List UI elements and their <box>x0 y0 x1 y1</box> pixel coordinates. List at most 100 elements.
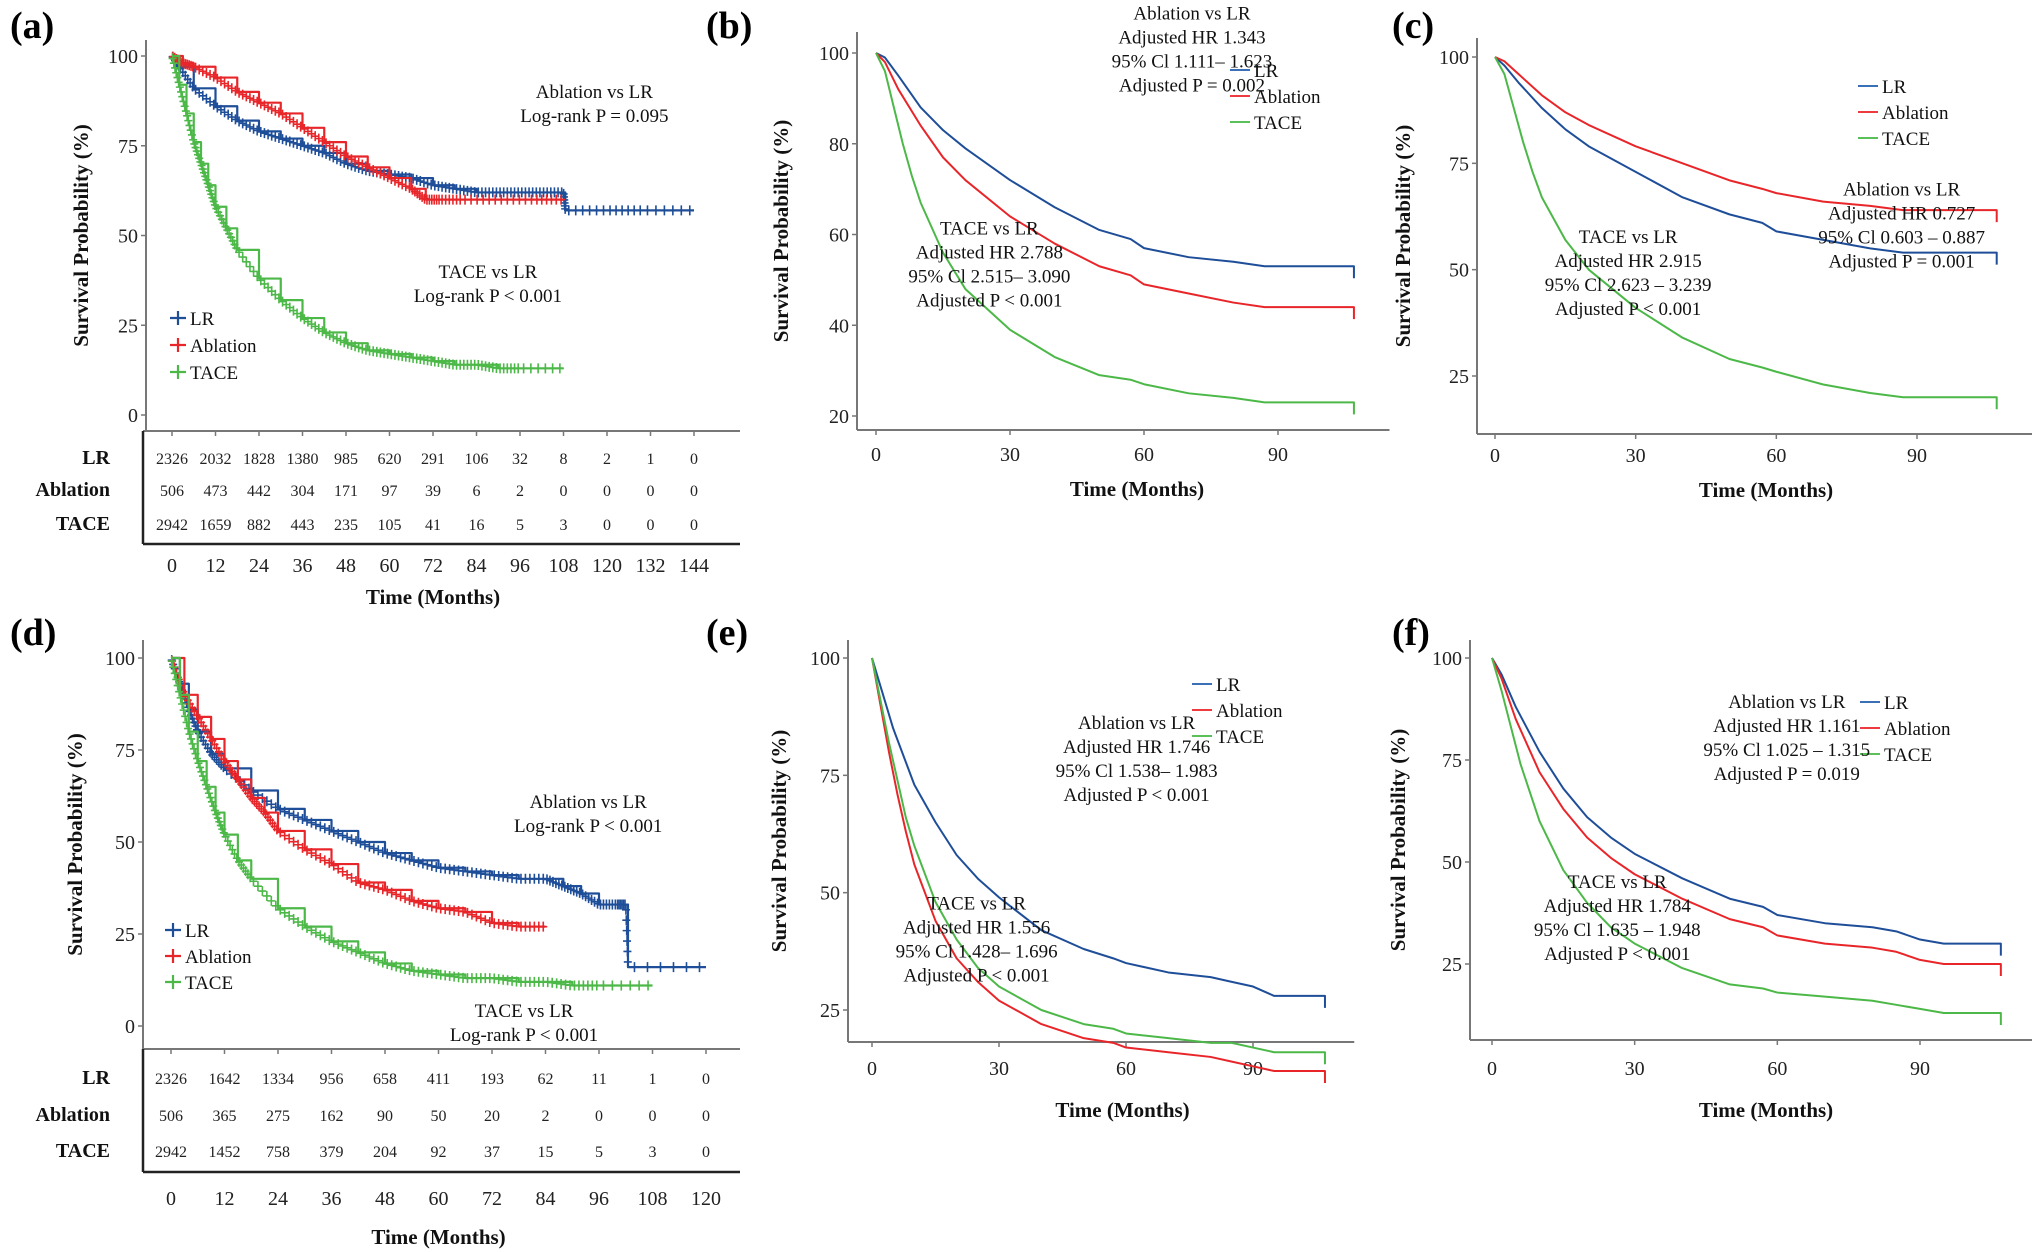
censor-mark <box>644 980 653 991</box>
censor-mark <box>401 963 410 974</box>
risk-cell: 0 <box>603 483 611 500</box>
censor-mark <box>325 140 334 151</box>
censor-mark <box>271 131 280 142</box>
censor-mark <box>253 96 262 107</box>
censor-mark <box>285 136 294 147</box>
risk-cell: 1642 <box>209 1071 241 1088</box>
y-tick-label: 100 <box>1432 648 1462 670</box>
censor-mark <box>372 166 381 177</box>
censor-mark <box>302 815 311 826</box>
y-tick-label: 75 <box>1449 153 1469 175</box>
censor-mark <box>380 170 389 181</box>
censor-mark <box>249 876 258 887</box>
censor-marks-ablation <box>168 51 566 205</box>
series-line-tace <box>172 54 564 370</box>
censor-mark <box>387 960 396 971</box>
censor-mark <box>585 205 594 216</box>
x-tick-label: 120 <box>691 1188 721 1210</box>
risk-cell: 2 <box>542 1108 550 1125</box>
annotation-first: Ablation vs LR Adjusted HR 1.343 95% Cl 1.… <box>1112 4 1273 97</box>
censor-mark <box>635 980 644 991</box>
risk-cell: 106 <box>465 451 489 468</box>
censor-mark <box>378 957 387 968</box>
censor-mark <box>203 783 212 794</box>
censor-mark <box>623 936 632 947</box>
censor-mark <box>176 692 185 703</box>
censor-mark <box>209 801 218 812</box>
x-tick-label: 30 <box>1000 444 1020 466</box>
censor-mark <box>401 181 410 192</box>
censor-mark <box>636 205 645 216</box>
censor-mark <box>351 156 360 167</box>
censor-mark <box>677 205 686 216</box>
series-line-ablation <box>171 656 546 928</box>
censor-mark <box>329 331 338 342</box>
censor-mark <box>320 932 329 943</box>
censor-mark <box>256 98 265 109</box>
censor-marks-ablation <box>168 656 548 932</box>
censor-mark <box>392 851 401 862</box>
censor-mark <box>343 152 352 163</box>
censor-mark <box>369 843 378 854</box>
censor-mark <box>245 93 254 104</box>
censor-mark <box>289 137 298 148</box>
censor-mark <box>329 937 338 948</box>
x-tick-label: 90 <box>1243 1058 1263 1080</box>
y-axis-label: Survival Probability (%) <box>769 120 793 342</box>
censor-mark <box>280 907 289 918</box>
censor-mark <box>189 134 198 145</box>
censor-mark <box>260 128 269 139</box>
annotation-line: Ablation vs LR <box>1133 4 1250 25</box>
risk-cell: 442 <box>247 483 271 500</box>
censor-mark <box>245 261 254 272</box>
censor-mark <box>197 766 206 777</box>
legend-marker-tace <box>165 975 181 989</box>
risk-cell: 620 <box>378 451 402 468</box>
annotation-line: 95% Cl 1.635 – 1.948 <box>1534 920 1701 941</box>
censor-mark <box>195 64 204 75</box>
x-tick-label: 60 <box>1116 1058 1136 1080</box>
series-line-ablation <box>871 657 1326 1084</box>
censor-mark <box>343 869 352 880</box>
risk-cell: 956 <box>320 1071 344 1088</box>
annotation-line: Log-rank P < 0.001 <box>450 1025 598 1046</box>
censor-mark <box>285 808 294 819</box>
x-tick-label: 0 <box>1487 1058 1497 1080</box>
censor-mark <box>325 857 334 868</box>
series-line-tace <box>171 656 653 987</box>
annotation-first: Ablation vs LR Adjusted HR 1.746 95% Cl 1.… <box>1056 713 1218 806</box>
censor-mark <box>396 852 405 863</box>
risk-cell: 5 <box>516 517 524 534</box>
censor-mark <box>296 140 305 151</box>
y-tick-label: 0 <box>125 1016 135 1038</box>
annotation-first: Ablation vs LR Adjusted HR 1.161 95% Cl 1.… <box>1703 692 1870 785</box>
y-tick-label: 100 <box>1439 47 1469 69</box>
legend-marker-lr <box>165 923 181 937</box>
censor-mark <box>360 950 369 961</box>
risk-cell: 0 <box>603 517 611 534</box>
annotation-line: 95% Cl 1.111– 1.623 <box>1112 52 1273 73</box>
censor-mark <box>423 178 432 189</box>
censor-mark <box>668 205 677 216</box>
censor-mark <box>302 845 311 856</box>
legend: LR Ablation TACE <box>1860 693 1951 766</box>
annotation-line: Ablation vs LR <box>530 792 647 813</box>
censor-mark <box>361 344 370 355</box>
censor-mark <box>169 58 178 69</box>
censor-mark <box>276 827 285 838</box>
censor-mark <box>253 881 262 892</box>
censor-mark <box>206 792 215 803</box>
censor-mark <box>621 904 630 915</box>
annotation-line: Ablation vs LR <box>1078 713 1195 734</box>
censor-mark <box>242 256 251 267</box>
risk-cell: 1 <box>647 451 655 468</box>
censor-mark <box>427 901 436 912</box>
legend-label-ablation: Ablation <box>190 336 257 357</box>
y-tick-label: 100 <box>819 43 849 65</box>
censor-mark <box>325 825 334 836</box>
annotation-second: TACE vs LR Log-rank P < 0.001 <box>414 262 562 307</box>
censor-mark <box>423 900 432 911</box>
risk-cell: 275 <box>266 1108 290 1125</box>
censor-mark <box>396 891 405 902</box>
x-tick-label: 72 <box>482 1188 502 1210</box>
